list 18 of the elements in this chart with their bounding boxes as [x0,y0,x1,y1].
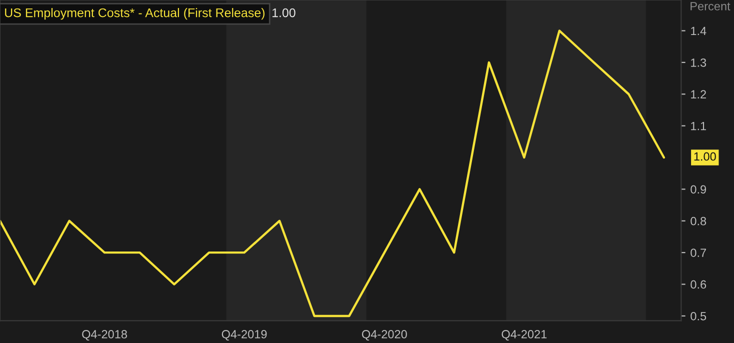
line-series [0,30,666,318]
y-tick-label: 1.1 [691,122,706,130]
text: US Employment Costs* - Actual (First Release) [5,8,264,20]
y-axis-title: Percent [690,2,730,10]
y-tick-label: 0.6 [690,280,706,289]
x-tick-label: Q4-2020 [362,330,407,341]
y-tick-label: 0.5 [690,312,706,320]
y-tick-label: 0.8 [690,216,706,226]
x-tick-label: Q4-2021 [502,330,547,341]
annotation: 1.00 [694,152,716,161]
y-tick-label: 0.9 [690,185,706,194]
x-tick-label: Q4-2018 [82,330,127,341]
y-tick-label: 1.3 [691,58,706,67]
y-tick-label: 1.4 [691,26,706,36]
x-tick-label: Q4-2019 [222,330,267,341]
y-tick-label: 1.2 [691,90,706,98]
annotation: 1.00 [272,8,296,18]
y-tick-label: 0.7 [690,248,706,257]
